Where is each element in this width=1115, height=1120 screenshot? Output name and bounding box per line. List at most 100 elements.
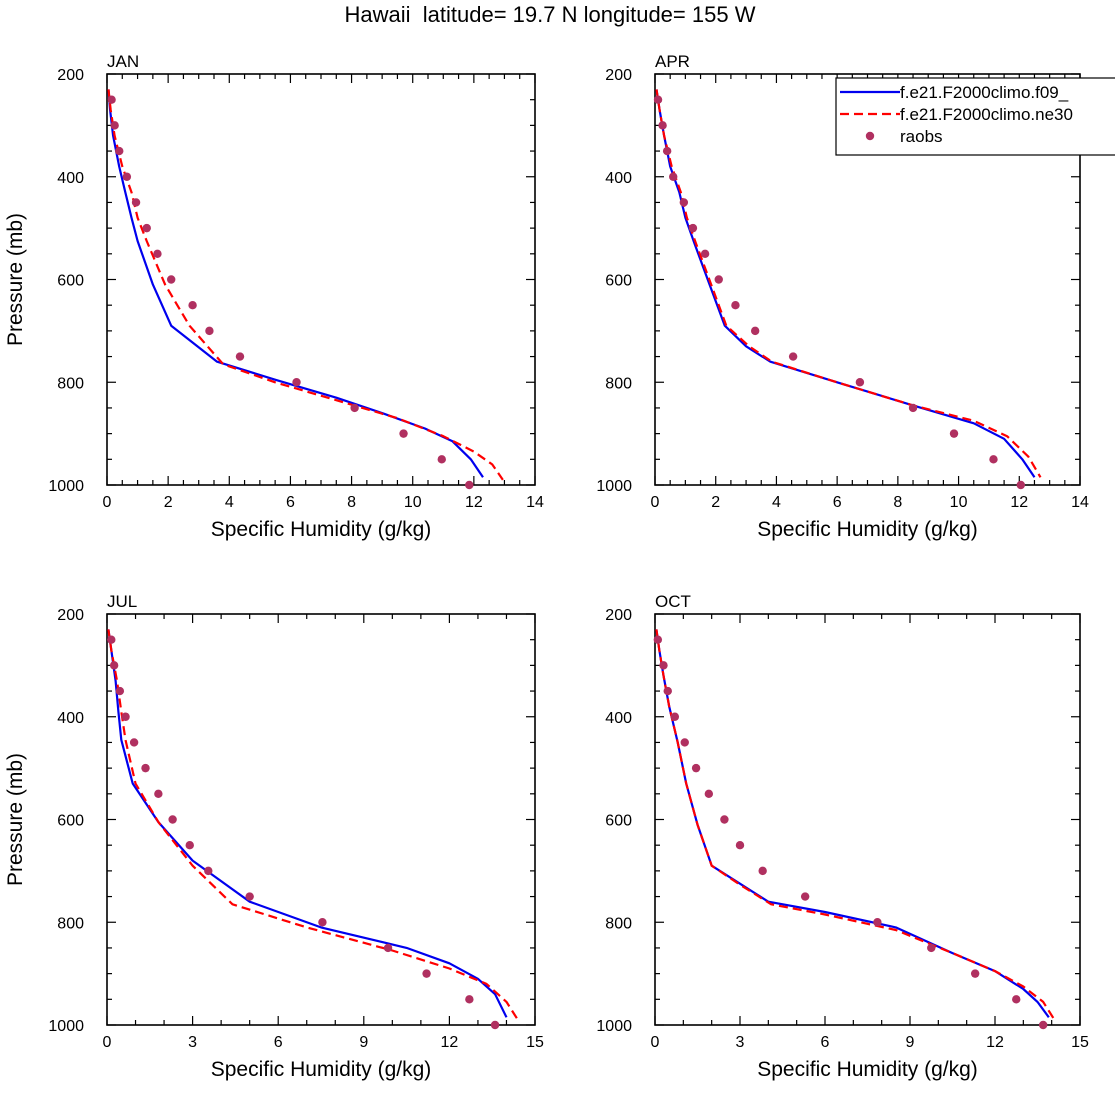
raobs-marker: [720, 815, 729, 824]
x-axis-title: Specific Humidity (g/kg): [211, 1058, 432, 1081]
raobs-marker: [680, 738, 689, 747]
panel-label: JUL: [107, 592, 137, 611]
raobs-marker: [1012, 995, 1021, 1004]
x-tick-label: 14: [1071, 494, 1089, 511]
panel-label: OCT: [655, 592, 691, 611]
y-tick-label: 200: [57, 607, 84, 624]
raobs-marker: [110, 121, 119, 130]
y-tick-label: 200: [605, 67, 632, 84]
raobs-marker: [908, 403, 918, 413]
y-tick-label: 800: [605, 915, 632, 932]
raobs-marker: [131, 198, 141, 207]
raobs-marker: [422, 969, 431, 978]
legend-label: f.e21.F2000climo.ne30: [900, 105, 1073, 124]
panel-jul: JUL 0 3 6 9 12 15 200 400 600 800 1000 Specific Humi…: [4, 592, 544, 1081]
x-tick-label: 0: [651, 494, 660, 511]
figure-title: Hawaii latitude= 19.7 N longitude= 155 W: [344, 2, 756, 27]
y-tick-label: 400: [57, 170, 84, 187]
y-tick-label: 400: [605, 170, 632, 187]
raobs-marker: [731, 300, 740, 310]
raobs-marker: [1016, 480, 1026, 490]
raobs-marker: [662, 146, 672, 156]
y-tick-label: 1000: [48, 478, 84, 495]
raobs-marker: [188, 300, 197, 310]
raobs-marker: [167, 275, 176, 284]
panel-label: APR: [655, 52, 690, 71]
raobs-marker: [465, 995, 474, 1004]
x-tick-label: 6: [274, 1034, 283, 1051]
x-tick-label: 0: [651, 1034, 660, 1051]
y-tick-label: 400: [605, 710, 632, 727]
y-tick-label: 800: [57, 915, 84, 932]
raobs-marker: [663, 686, 672, 696]
raobs-marker: [383, 943, 393, 953]
raobs-marker: [245, 892, 254, 901]
raobs-marker: [168, 815, 177, 824]
raobs-marker: [873, 918, 882, 927]
x-tick-label: 8: [347, 494, 356, 511]
plot-frame: [654, 613, 1081, 1026]
x-axis-title: Specific Humidity (g/kg): [757, 518, 978, 541]
raobs-marker: [691, 763, 701, 773]
raobs-marker: [653, 635, 663, 644]
raobs-marker: [658, 121, 667, 130]
raobs-marker: [154, 789, 163, 799]
series-line-ne30: [107, 89, 504, 481]
x-tick-label: 0: [103, 494, 112, 511]
raobs-marker: [121, 712, 130, 721]
raobs-marker: [235, 352, 245, 361]
raobs-marker: [714, 275, 723, 284]
x-tick-label: 12: [465, 494, 483, 511]
x-tick-label: 4: [772, 494, 781, 511]
x-axis-title: Specific Humidity (g/kg): [211, 518, 432, 541]
y-tick-label: 1000: [596, 1018, 632, 1035]
series-line-f09: [655, 629, 1050, 1018]
raobs-marker: [318, 918, 327, 927]
raobs-marker: [679, 198, 689, 207]
raobs-marker: [1038, 1020, 1048, 1030]
y-tick-label: 200: [605, 607, 632, 624]
raobs-marker: [141, 763, 150, 773]
raobs-marker: [659, 661, 668, 670]
raobs-marker: [153, 249, 162, 259]
raobs-marker: [142, 223, 151, 233]
x-tick-label: 0: [103, 1034, 112, 1051]
raobs-marker: [465, 480, 474, 490]
series-line-ne30: [655, 629, 1056, 1021]
y-tick-label: 200: [57, 67, 84, 84]
x-tick-label: 12: [986, 1034, 1004, 1051]
x-tick-label: 9: [906, 1034, 915, 1051]
raobs-marker: [653, 95, 663, 104]
y-tick-label: 800: [57, 375, 84, 392]
y-axis-title: Pressure (mb): [4, 213, 27, 346]
panel-apr: APR 0 2 4 6 8 10 12 14 200 400 600 800 1000 Specific H…: [596, 52, 1089, 541]
x-tick-label: 12: [1010, 494, 1028, 511]
x-tick-label: 6: [821, 1034, 830, 1051]
y-tick-label: 600: [57, 273, 84, 290]
x-axis-title: Specific Humidity (g/kg): [757, 1058, 978, 1081]
legend-box: [835, 77, 1115, 156]
raobs-marker: [970, 969, 980, 978]
raobs-marker: [204, 866, 213, 876]
raobs-marker: [758, 866, 767, 876]
raobs-marker: [750, 326, 760, 336]
raobs-marker: [292, 378, 301, 387]
legend-label: raobs: [900, 127, 943, 146]
raobs-marker: [700, 249, 710, 259]
x-tick-label: 3: [736, 1034, 745, 1051]
raobs-marker: [670, 712, 680, 721]
raobs-marker: [437, 455, 446, 464]
x-tick-label: 2: [711, 494, 720, 511]
raobs-marker: [107, 635, 116, 644]
raobs-marker: [735, 840, 745, 850]
raobs-marker: [122, 172, 132, 181]
raobs-marker: [704, 789, 714, 799]
raobs-marker: [490, 1020, 500, 1030]
y-tick-label: 400: [57, 710, 84, 727]
y-tick-label: 600: [605, 813, 632, 830]
raobs-marker: [185, 840, 194, 850]
x-tick-label: 2: [164, 494, 173, 511]
raobs-marker: [399, 429, 408, 438]
x-tick-label: 12: [441, 1034, 459, 1051]
